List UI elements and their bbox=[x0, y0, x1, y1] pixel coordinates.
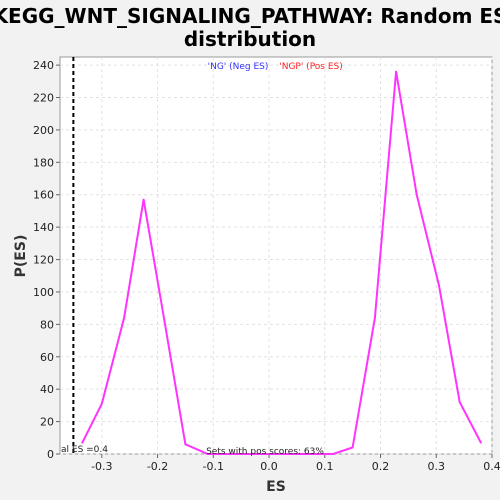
chart-title-line1: KEGG_WNT_SIGNALING_PATHWAY: Random ES bbox=[0, 4, 500, 28]
y-tick-label: 0 bbox=[47, 448, 54, 461]
y-tick-label: 180 bbox=[33, 156, 54, 169]
data-point bbox=[81, 441, 84, 444]
data-point bbox=[438, 284, 441, 287]
data-point bbox=[100, 402, 103, 405]
data-point bbox=[123, 316, 126, 319]
data-point bbox=[351, 446, 354, 449]
data-point bbox=[290, 453, 293, 455]
sets-pos-scores-annotation: Sets with pos scores: 63% bbox=[206, 447, 324, 457]
data-point bbox=[332, 453, 335, 455]
x-axis-label: ES bbox=[266, 479, 286, 495]
chart-title-line2: distribution bbox=[184, 27, 316, 51]
plot-area bbox=[59, 56, 493, 455]
y-tick-label: 120 bbox=[33, 254, 54, 267]
y-tick-label: 40 bbox=[40, 383, 54, 396]
y-tick-label: 60 bbox=[40, 351, 54, 364]
legend-neg-es: 'NG' (Neg ES) bbox=[208, 62, 269, 72]
x-tick-label: 0.1 bbox=[316, 460, 334, 473]
y-tick-label: 160 bbox=[33, 189, 54, 202]
y-tick-label: 140 bbox=[33, 221, 54, 234]
x-tick-label: -0.1 bbox=[203, 460, 224, 473]
series-group bbox=[81, 70, 482, 455]
grid-lines bbox=[60, 57, 493, 455]
y-tick-label: 100 bbox=[33, 286, 54, 299]
axis-ticks: 0 20 40 60 80 100 120 140 160 180 200 220 240 -0.3 -0.… bbox=[33, 59, 500, 473]
legend: 'NG' (Neg ES) 'NGP' (Pos ES) bbox=[208, 62, 343, 72]
x-tick-label: -0.3 bbox=[91, 460, 112, 473]
legend-pos-es: 'NGP' (Pos ES) bbox=[279, 62, 343, 72]
y-tick-label: 80 bbox=[40, 318, 54, 331]
data-point bbox=[184, 443, 187, 446]
x-tick-label: 0.0 bbox=[260, 460, 278, 473]
x-tick-label: 0.3 bbox=[428, 460, 446, 473]
y-tick-label: 240 bbox=[33, 59, 54, 72]
reference-line-group: al ES =0.4 bbox=[61, 57, 108, 455]
data-point bbox=[268, 453, 271, 455]
data-point bbox=[206, 453, 209, 455]
data-point bbox=[312, 453, 315, 455]
data-point bbox=[479, 441, 482, 444]
x-tick-label: 0.4 bbox=[483, 460, 500, 473]
y-tick-label: 20 bbox=[40, 416, 54, 429]
data-point bbox=[142, 198, 145, 201]
x-tick-label: -0.2 bbox=[147, 460, 168, 473]
y-axis-label: P(ES) bbox=[13, 235, 29, 278]
series-line bbox=[81, 71, 482, 455]
data-point bbox=[229, 453, 232, 455]
data-point bbox=[245, 453, 248, 455]
data-point bbox=[395, 70, 398, 73]
y-tick-label: 200 bbox=[33, 124, 54, 137]
data-point bbox=[373, 316, 376, 319]
reference-line-label: al ES =0.4 bbox=[61, 445, 108, 455]
data-point bbox=[162, 312, 165, 315]
x-tick-label: 0.2 bbox=[372, 460, 390, 473]
y-tick-label: 220 bbox=[33, 92, 54, 105]
data-point bbox=[458, 401, 461, 404]
data-point bbox=[415, 193, 418, 196]
